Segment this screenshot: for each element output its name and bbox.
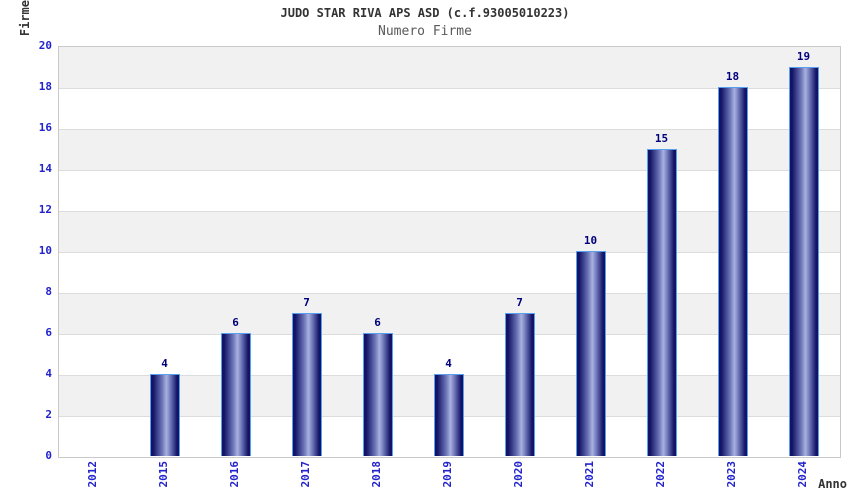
gridline — [59, 88, 840, 89]
y-tick-label: 20 — [38, 39, 52, 52]
y-tick-label: 6 — [45, 326, 52, 339]
y-tick-label: 8 — [45, 285, 52, 298]
x-axis-title: Anno — [818, 477, 847, 491]
x-tick-label: 2020 — [511, 461, 525, 488]
x-tick-label: 2012 — [85, 461, 99, 488]
grid-band — [59, 334, 840, 375]
bar-value-label: 19 — [796, 49, 811, 63]
grid-band — [59, 252, 840, 293]
gridline — [59, 252, 840, 253]
y-tick-label: 0 — [45, 449, 52, 462]
bar-value-label: 18 — [725, 70, 740, 83]
y-tick-label: 18 — [38, 80, 52, 93]
bar-value-label: 4 — [161, 357, 168, 370]
grid-band — [59, 88, 840, 129]
x-tick-label: 2016 — [227, 461, 241, 488]
y-tick-label: 10 — [38, 244, 52, 257]
bar-2022 — [646, 148, 677, 456]
bar-2018 — [362, 333, 393, 456]
bar-2020 — [504, 312, 535, 456]
grid-band — [59, 293, 840, 334]
grid-band — [59, 47, 840, 88]
y-tick-label: 14 — [38, 162, 52, 175]
x-tick-label: 2017 — [298, 461, 312, 488]
bar-value-label: 15 — [654, 131, 669, 145]
x-tick-label: 2024 — [795, 461, 809, 488]
x-tick-label: 2023 — [724, 461, 738, 488]
bar-2024 — [788, 66, 819, 456]
chart-subtitle: Numero Firme — [378, 24, 472, 39]
grid-band — [59, 170, 840, 211]
plot-area — [58, 46, 841, 458]
bar-2021 — [575, 251, 606, 456]
bar-2019 — [433, 374, 464, 456]
bar-2023 — [717, 87, 748, 456]
x-tick-label: 2018 — [369, 461, 383, 488]
x-tick-label: 2022 — [653, 461, 667, 488]
bar-2016 — [220, 333, 251, 456]
bar-value-label: 6 — [232, 316, 239, 329]
grid-band — [59, 129, 840, 170]
gridline — [59, 293, 840, 294]
gridline — [59, 334, 840, 335]
x-tick-label: 2019 — [440, 461, 454, 488]
y-tick-label: 16 — [38, 121, 52, 134]
gridline — [59, 211, 840, 212]
y-tick-label: 4 — [45, 367, 52, 380]
gridline — [59, 170, 840, 171]
y-tick-label: 2 — [45, 408, 52, 421]
bar-2017 — [291, 312, 322, 456]
bar-2015 — [149, 374, 180, 456]
bar-value-label: 6 — [374, 316, 381, 329]
bar-value-label: 7 — [303, 295, 310, 309]
chart-title: JUDO STAR RIVA APS ASD (c.f.93005010223) — [280, 6, 570, 20]
bar-value-label: 4 — [445, 357, 452, 370]
gridline — [59, 129, 840, 130]
x-tick-label: 2021 — [582, 461, 596, 488]
x-tick-label: 2015 — [156, 461, 170, 488]
y-tick-label: 12 — [38, 203, 52, 216]
bar-value-label: 10 — [583, 234, 598, 247]
grid-band — [59, 211, 840, 252]
y-axis-title: Firme — [18, 0, 32, 37]
bar-value-label: 7 — [516, 295, 523, 309]
